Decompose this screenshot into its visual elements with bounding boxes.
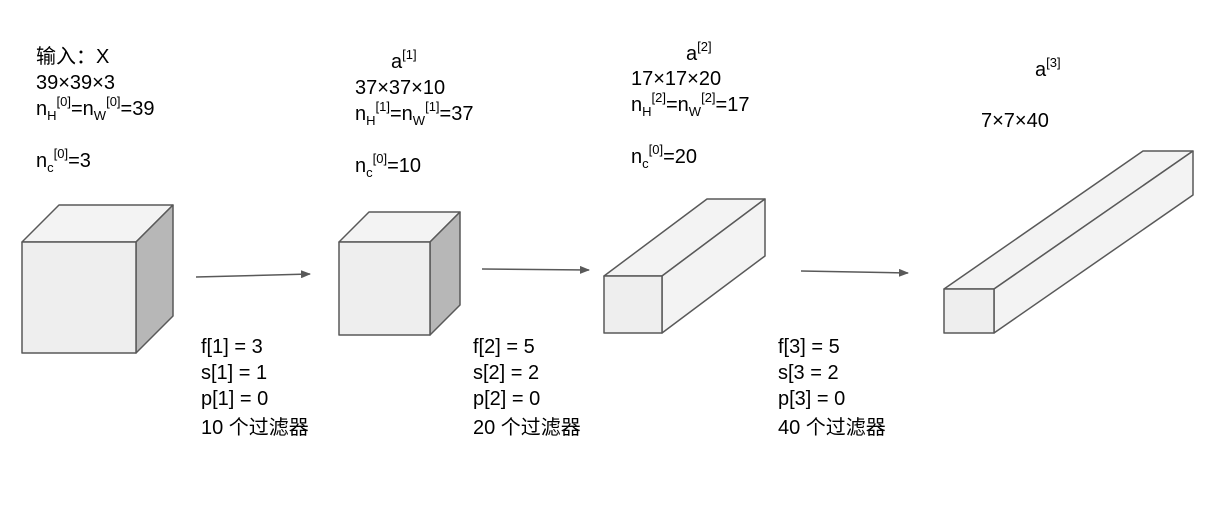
conv3-f: f[3] = 5: [778, 336, 840, 358]
input-title: 输入：X: [36, 46, 110, 68]
nh-sub: H: [642, 104, 652, 119]
nh-value: =17: [715, 94, 750, 116]
a1-title-base: a: [391, 51, 403, 73]
nc-sub: c: [47, 160, 54, 175]
input-nc: nc[0]=3: [36, 146, 91, 175]
nw-sub: W: [688, 104, 702, 119]
a3-dims: 7×7×40: [981, 110, 1049, 132]
a1-nc: nc[0]=10: [355, 151, 422, 180]
nc-value: =10: [387, 155, 422, 177]
conv1-p: p[1] = 0: [201, 388, 269, 410]
a3-volume-front-face: [943, 288, 995, 334]
a1-volume-front-face: [338, 241, 431, 336]
nh-n: n: [631, 94, 643, 116]
conv2-filters: 20 个过滤器: [473, 417, 581, 439]
nw-n: =n: [665, 94, 689, 116]
a2-dims: 17×17×20: [631, 68, 722, 90]
nw-n: =n: [389, 103, 413, 125]
conv2-f: f[2] = 5: [473, 336, 535, 358]
nc-n: n: [631, 146, 643, 168]
conv2-s: s[2] = 2: [473, 362, 540, 384]
nw-sup: [0]: [106, 94, 121, 109]
nw-sub: W: [93, 108, 107, 123]
a3-title: a[3]: [1035, 55, 1061, 82]
nc-sub: c: [642, 156, 649, 171]
nw-n: =n: [70, 98, 94, 120]
a1-volume: [338, 211, 461, 336]
nw-sub: W: [412, 113, 426, 128]
nc-n: n: [36, 150, 48, 172]
nh-sup: [1]: [375, 99, 390, 114]
input-volume: [21, 204, 174, 354]
nh-value: =37: [439, 103, 474, 125]
arrow-1: [195, 270, 311, 279]
nh-sup: [0]: [56, 94, 71, 109]
conv3-s: s[3 = 2: [778, 362, 839, 384]
arrow-2: [481, 265, 590, 274]
a1-title: a[1]: [391, 47, 417, 74]
nh-sub: H: [47, 108, 57, 123]
a2-title-sup: [2]: [697, 39, 712, 54]
nh-value: =39: [120, 98, 155, 120]
a3-title-base: a: [1035, 59, 1047, 81]
nh-sup: [2]: [651, 90, 666, 105]
nh-sub: H: [366, 113, 376, 128]
a2-nc: nc[0]=20: [631, 142, 698, 171]
a2-nh-nw: nH[2]=nW[2]=17: [631, 90, 750, 119]
a3-title-sup: [3]: [1046, 55, 1061, 70]
a1-title-sup: [1]: [402, 47, 417, 62]
a2-title: a[2]: [686, 39, 712, 66]
a3-volume: [943, 150, 1194, 334]
conv2-p: p[2] = 0: [473, 388, 541, 410]
input-volume-front-face: [21, 241, 137, 354]
arrow-3: [800, 268, 909, 277]
a2-volume-front-face: [603, 275, 663, 334]
nh-n: n: [355, 103, 367, 125]
nc-sup: [0]: [648, 142, 664, 157]
nh-n: n: [36, 98, 48, 120]
a1-nh-nw: nH[1]=nW[1]=37: [355, 99, 474, 128]
nw-sup: [1]: [425, 99, 440, 114]
nw-sup: [2]: [701, 90, 716, 105]
conv3-filters: 40 个过滤器: [778, 417, 886, 439]
nc-value: =20: [663, 146, 698, 168]
nc-sup: [0]: [53, 146, 69, 161]
nc-value: =3: [68, 150, 91, 172]
conv1-filters: 10 个过滤器: [201, 417, 309, 439]
input-nh-nw: nH[0]=nW[0]=39: [36, 94, 155, 123]
nc-sub: c: [366, 165, 373, 180]
a1-dims: 37×37×10: [355, 77, 446, 99]
input-dims: 39×39×3: [36, 72, 115, 94]
a2-title-base: a: [686, 43, 698, 65]
a2-volume: [603, 198, 766, 334]
nc-n: n: [355, 155, 367, 177]
conv3-p: p[3] = 0: [778, 388, 846, 410]
nc-sup: [0]: [372, 151, 388, 166]
conv1-f: f[1] = 3: [201, 336, 263, 358]
conv1-s: s[1] = 1: [201, 362, 268, 384]
